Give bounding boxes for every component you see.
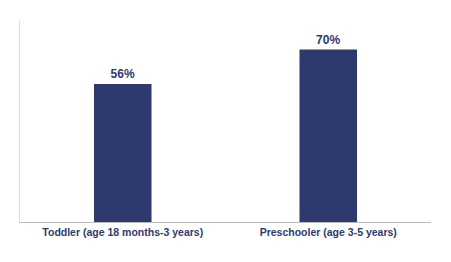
- svg-text:70%: 70%: [316, 33, 340, 47]
- svg-text:56%: 56%: [111, 67, 135, 81]
- svg-text:Toddler (age 18 months-3 years: Toddler (age 18 months-3 years): [42, 226, 203, 238]
- svg-text:Preschooler (age 3-5 years): Preschooler (age 3-5 years): [260, 226, 397, 238]
